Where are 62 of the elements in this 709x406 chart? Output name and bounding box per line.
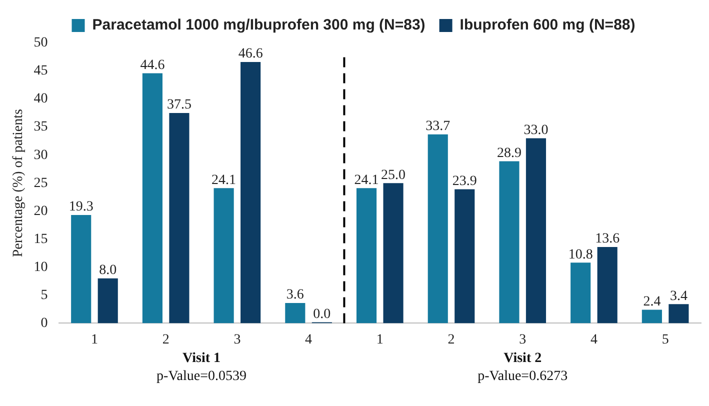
bar [668,304,689,324]
x-tick-label: 5 [662,332,669,348]
bar [214,188,234,324]
x-tick-label: 2 [162,332,170,348]
x-tick-label: 1 [376,332,384,348]
bar [383,183,404,324]
data-label: 24.1 [212,172,236,188]
x-tick-label: 1 [90,332,98,348]
y-tick-label: 0 [40,316,48,331]
data-label: 23.9 [452,174,477,189]
data-label: 33.7 [426,119,450,134]
bar [499,161,520,324]
data-label: 19.3 [68,200,94,215]
y-tick-label: 40 [34,92,48,107]
y-tick-label: 50 [34,36,48,51]
x-tick-label: 4 [305,332,312,348]
legend-label: Paracetamol 1000 mg/Ibuprofen 300 mg (N=83) [92,16,426,34]
y-tick-label: 45 [34,64,48,79]
bar [98,278,118,324]
bar [642,310,662,324]
y-tick-label: 30 [34,148,48,163]
y-tick-label: 20 [34,204,48,219]
data-label: 24.1 [354,172,379,188]
text: Visit 2 [504,350,542,366]
data-label: 8.0 [99,263,117,278]
data-label: 37.5 [166,98,192,113]
x-tick-label: 4 [590,332,598,348]
data-label: 44.6 [140,58,165,73]
data-label: 3.6 [286,288,304,303]
data-label: 10.8 [568,247,593,262]
text: Visit 1 [182,350,221,366]
x-tick-label: 3 [519,332,526,348]
bar [142,73,162,324]
bar [240,62,261,324]
bar [526,138,546,324]
y-tick-label: 10 [34,260,48,275]
data-label: 2.4 [643,294,661,310]
bar [454,189,475,324]
legend-label: Ibuprofen 600 mg (N=88) [460,16,636,34]
text: p-Value=0.0539 [156,368,246,384]
data-label: 33.0 [524,122,548,138]
x-tick-label: 2 [448,332,455,348]
bar [597,246,618,324]
bar [285,303,306,324]
bar [169,113,190,324]
data-label: 46.6 [238,46,263,62]
y-tick-label: 5 [40,288,48,303]
data-label: 25.0 [381,168,406,183]
data-label: 28.9 [496,146,522,161]
y-tick-label: 35 [34,120,48,135]
y-tick-label: 25 [34,176,48,191]
bar [71,215,92,324]
bar [356,188,377,324]
x-tick-label: 3 [234,332,241,348]
data-label: 13.6 [595,232,620,247]
y-tick-label: 15 [34,232,48,247]
bar [428,134,448,324]
text: p-Value=0.6273 [478,368,568,384]
data-label: 0.0 [313,306,331,322]
bar [570,262,591,324]
y-axis-title: Percentage (%) of patients [11,109,26,258]
data-label: 3.4 [670,288,688,304]
